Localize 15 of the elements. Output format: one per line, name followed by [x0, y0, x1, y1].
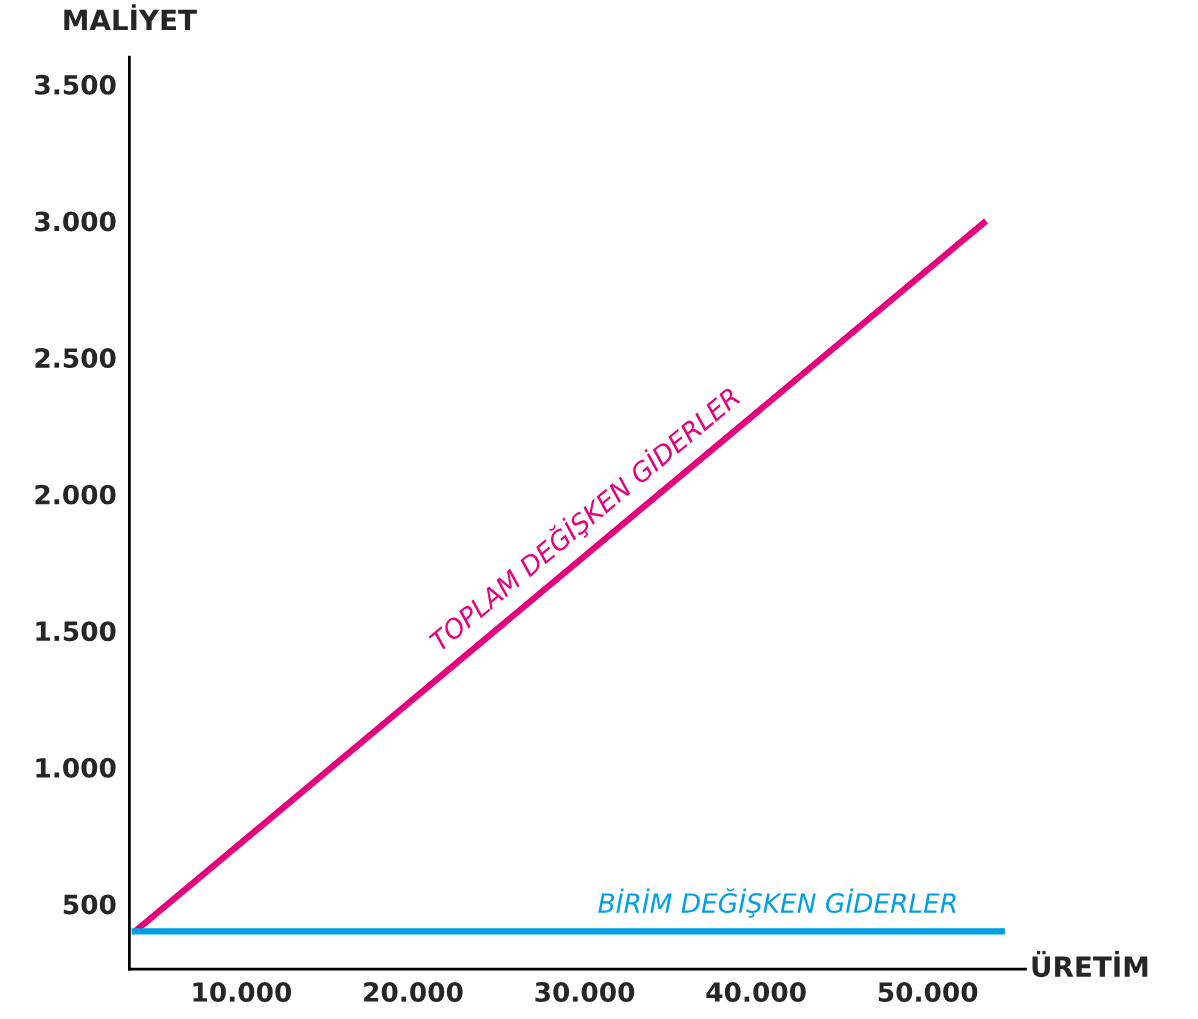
x-tick-label: 10.000 — [193, 982, 292, 1002]
series-label: BİRİM DEĞİŞKEN GİDERLER — [598, 888, 956, 918]
x-axis-title: ÜRETİM — [1032, 951, 1148, 978]
x-tick-label: 40.000 — [706, 982, 806, 1002]
y-axis-title: MALİYET — [64, 4, 197, 31]
y-tick-label: 500 — [63, 894, 116, 915]
y-tick-label: 2.000 — [35, 484, 116, 505]
y-tick-label: 2.500 — [35, 348, 116, 369]
x-tick-label: 30.000 — [535, 982, 635, 1002]
x-tick-label: 20.000 — [364, 982, 463, 1002]
y-tick-label: 3.000 — [35, 211, 116, 232]
y-tick-label: 1.000 — [36, 757, 116, 778]
y-tick-label: 3.500 — [35, 74, 116, 95]
x-tick-label: 50.000 — [878, 982, 978, 1002]
y-tick-label: 1.500 — [36, 621, 116, 642]
